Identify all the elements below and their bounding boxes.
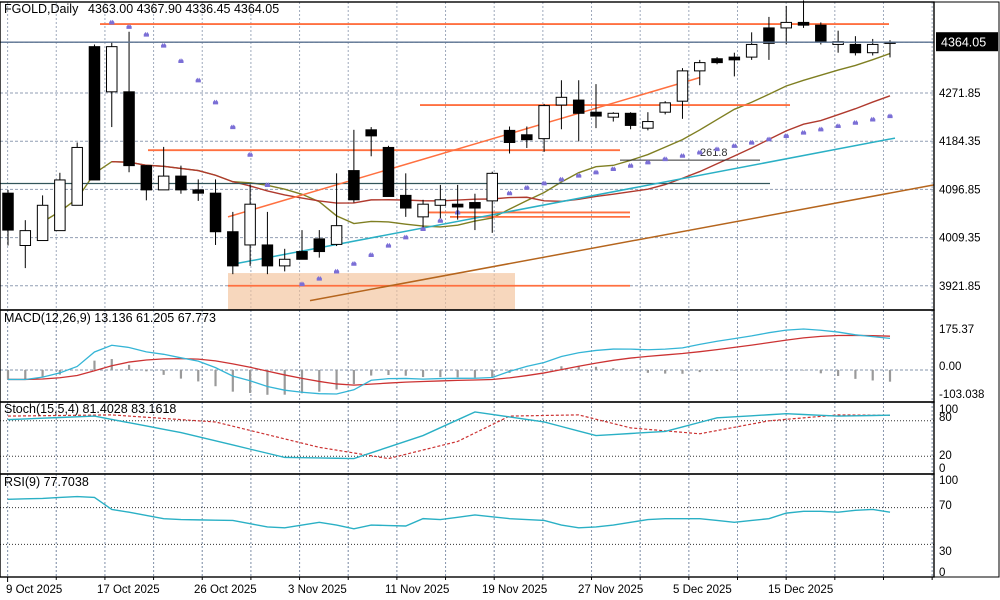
- svg-text:5 Dec 2025: 5 Dec 2025: [673, 584, 732, 596]
- svg-text:4009.35: 4009.35: [939, 233, 981, 245]
- svg-text:15 Dec 2025: 15 Dec 2025: [768, 584, 833, 596]
- svg-text:-103.038: -103.038: [939, 389, 984, 401]
- svg-text:70: 70: [939, 500, 952, 512]
- svg-text:11 Nov 2025: 11 Nov 2025: [385, 584, 449, 596]
- svg-text:0.00: 0.00: [939, 361, 961, 373]
- svg-text:19 Nov 2025: 19 Nov 2025: [482, 584, 547, 596]
- svg-text:MACD(12,26,9) 13.136 61.205 67: MACD(12,26,9) 13.136 61.205 67.773: [4, 311, 216, 325]
- svg-text:4096.85: 4096.85: [939, 184, 981, 196]
- svg-text:9 Oct 2025: 9 Oct 2025: [6, 584, 62, 596]
- svg-text:27 Nov 2025: 27 Nov 2025: [578, 584, 643, 596]
- svg-text:175.37: 175.37: [939, 324, 974, 336]
- svg-text:17 Oct 2025: 17 Oct 2025: [97, 584, 160, 596]
- svg-text:80: 80: [939, 412, 952, 424]
- svg-text:FGOLD,Daily: FGOLD,Daily: [4, 2, 79, 16]
- svg-text:100: 100: [939, 475, 958, 487]
- svg-text:26 Oct 2025: 26 Oct 2025: [194, 584, 257, 596]
- svg-text:Stoch(15,5,4) 81.4028 83.1618: Stoch(15,5,4) 81.4028 83.1618: [4, 402, 176, 416]
- svg-text:RSI(9) 77.7038: RSI(9) 77.7038: [4, 475, 89, 489]
- svg-text:261.8: 261.8: [700, 147, 728, 159]
- svg-text:4184.35: 4184.35: [939, 136, 981, 148]
- svg-text:4363.00 4367.90 4336.45 4364.0: 4363.00 4367.90 4336.45 4364.05: [88, 2, 279, 16]
- svg-text:0: 0: [939, 567, 945, 579]
- svg-text:3921.85: 3921.85: [939, 281, 981, 293]
- svg-text:4364.05: 4364.05: [941, 36, 986, 50]
- svg-text:0: 0: [939, 463, 945, 475]
- svg-text:30: 30: [939, 546, 952, 558]
- svg-text:3 Nov 2025: 3 Nov 2025: [288, 584, 347, 596]
- svg-text:4271.85: 4271.85: [939, 88, 981, 100]
- svg-text:20: 20: [939, 450, 952, 462]
